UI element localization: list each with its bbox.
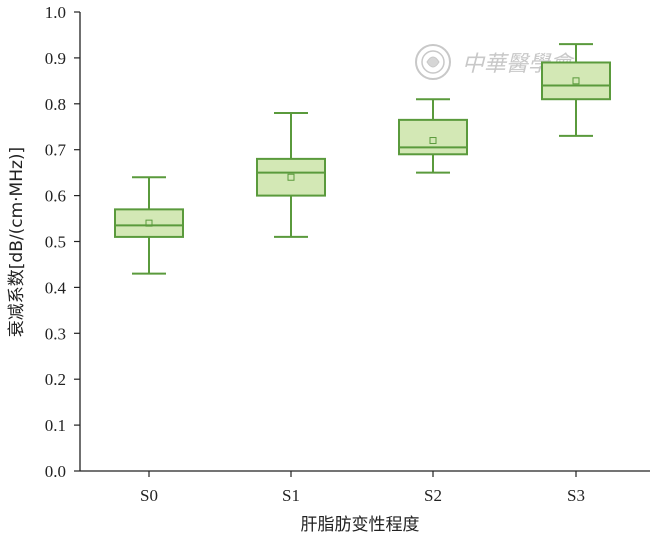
axes: 0.0 0.1 0.2 0.3 0.4 0.5 0.6 0.7 0.8 0.9 1.0 S0 S1 S2 S…: [45, 3, 650, 505]
y-tick-label: 0.6: [45, 187, 66, 206]
x-axis-title: 肝脂肪变性程度: [301, 515, 420, 535]
mean-marker: [429, 137, 437, 145]
x-tick-label: S1: [282, 486, 300, 505]
box-s1: [256, 111, 326, 238]
iqr-box: [541, 61, 611, 101]
mean-marker: [287, 173, 295, 181]
x-tick-label: S2: [424, 486, 442, 505]
mean-marker: [572, 77, 580, 85]
society-seal-icon: [415, 44, 451, 80]
x-tick-label: S0: [140, 486, 158, 505]
y-tick-label: 0.9: [45, 49, 66, 68]
y-tick-label: 0.4: [45, 278, 67, 297]
y-tick-label: 0.8: [45, 95, 66, 114]
iqr-box: [114, 208, 184, 238]
box-s2: [398, 98, 468, 174]
y-tick-label: 0.1: [45, 416, 66, 435]
y-tick-label: 0.5: [45, 233, 66, 252]
iqr-box: [256, 157, 326, 197]
y-tick-label: 1.0: [45, 3, 66, 22]
box-s0: [114, 176, 184, 275]
y-tick-label: 0.2: [45, 370, 66, 389]
boxes: [114, 43, 611, 275]
y-axis-title: 衰减系数[dB/(cm·MHz)]: [7, 147, 27, 337]
x-tick-label: S3: [567, 486, 585, 505]
y-tick-label: 0.7: [45, 141, 67, 160]
box-s3: [541, 43, 611, 137]
y-tick-label: 0.0: [45, 462, 66, 481]
y-tick-label: 0.3: [45, 324, 66, 343]
mean-marker: [145, 219, 153, 227]
